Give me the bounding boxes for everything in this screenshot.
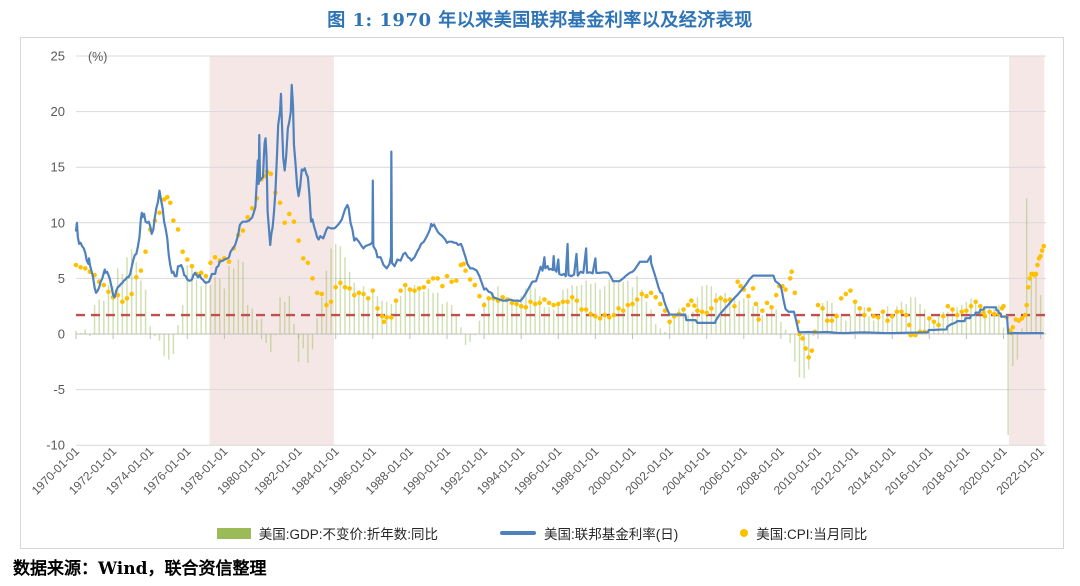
- y-axis-label: 10: [51, 215, 65, 230]
- y-axis-label: 0: [58, 327, 65, 342]
- y-axis-label: 5: [58, 271, 65, 286]
- x-axis: 1970-01-011972-01-011974-01-011976-01-01…: [29, 334, 1047, 498]
- legend-item-fed: 美国:联邦基金利率(日): [500, 523, 678, 543]
- y-axis-label: 25: [51, 49, 65, 64]
- source-note: 数据来源：Wind，联合资信整理: [13, 559, 267, 579]
- chart-plot: -10 -5 0 5 10 15 20 25 (%) 1970-01-011972-01-0119…: [29, 49, 1047, 498]
- cpi-dot-swatch-icon: [740, 529, 749, 537]
- gdp-bars: [75, 198, 1042, 436]
- page-title: 图 1: 1970 年以来美国联邦基金利率以及经济表现: [327, 10, 753, 31]
- legend-label-gdp: 美国:GDP:不变价:折年数:同比: [258, 527, 438, 542]
- chart-figure: -10 -5 0 5 10 15 20 25 (%) 1970-01-01 1972-01-01 19…: [20, 37, 1064, 549]
- y-axis-unit-label: (%): [88, 50, 107, 64]
- gridlines: -10 -5 0 5 10 15 20 25 (%): [46, 49, 1046, 453]
- legend-item-cpi: 美国:CPI:当月同比: [740, 523, 867, 543]
- y-axis-label: 20: [51, 104, 65, 119]
- y-axis-label: -10: [46, 438, 65, 453]
- y-axis-label: 15: [51, 160, 65, 175]
- fed-line-swatch-icon: [500, 531, 536, 535]
- fed-funds-line: [74, 83, 1044, 335]
- legend-item-gdp: 美国:GDP:不变价:折年数:同比: [216, 523, 438, 543]
- gdp-bar-swatch-icon: [216, 527, 251, 539]
- y-axis-label: -5: [53, 382, 65, 397]
- chart-legend: 美国:GDP:不变价:折年数:同比 美国:联邦基金利率(日) 美国:CPI:当月…: [21, 523, 1063, 543]
- legend-label-cpi: 美国:CPI:当月同比: [756, 527, 868, 542]
- legend-label-fed: 美国:联邦基金利率(日): [544, 527, 679, 542]
- recession-bands: [209, 56, 1045, 446]
